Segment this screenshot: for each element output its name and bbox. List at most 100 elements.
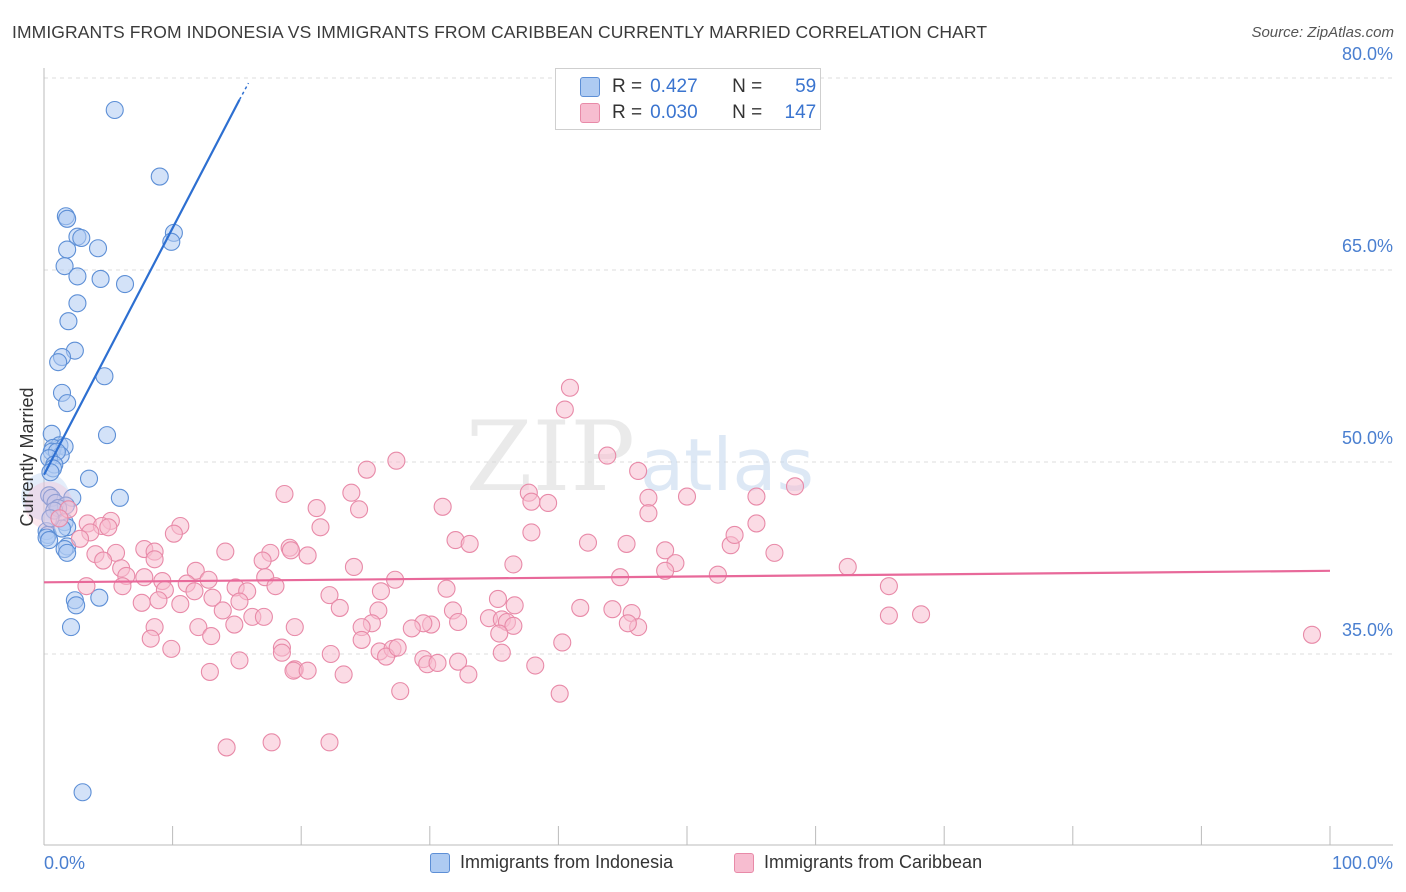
indonesia-point [58, 209, 77, 228]
indonesia-point [40, 531, 59, 550]
caribbean-point [298, 661, 317, 680]
caribbean-point [550, 684, 569, 703]
caribbean-point [141, 629, 160, 648]
legend-r-label: R = [612, 102, 643, 123]
indonesia-point [49, 353, 68, 372]
y-tick-label: 35.0% [1342, 620, 1393, 640]
indonesia-point [55, 257, 74, 276]
legend-r-label: R = [612, 76, 643, 97]
caribbean-point [639, 504, 658, 523]
caribbean-point [725, 525, 744, 545]
indonesia-point [91, 269, 110, 289]
caribbean-point [311, 518, 330, 537]
source-label: Source: ZipAtlas.com [1251, 24, 1394, 41]
caribbean-point [490, 624, 509, 643]
caribbean-point [217, 738, 236, 757]
legend-swatch-caribbean [580, 103, 600, 123]
caribbean-point [230, 651, 249, 670]
caribbean-point [629, 461, 648, 481]
caribbean-point [266, 577, 285, 596]
caribbean-point [747, 487, 766, 506]
caribbean-point [350, 500, 369, 519]
indonesia-trend-extension [238, 82, 250, 101]
x-tick-label: 100.0% [1332, 853, 1393, 873]
caribbean-point [677, 487, 697, 506]
y-tick-label: 50.0% [1342, 428, 1393, 448]
caribbean-point [371, 582, 390, 601]
indonesia-point [72, 228, 91, 248]
indonesia-point [59, 312, 78, 331]
caribbean-point [708, 565, 727, 584]
indonesia-point [68, 267, 87, 286]
caribbean-point [879, 606, 898, 625]
indonesia-point [150, 167, 169, 186]
caribbean-point [230, 592, 249, 611]
caribbean-point [459, 665, 478, 684]
bottom-legend-swatch-indonesia [430, 852, 450, 873]
caribbean-point [560, 378, 580, 397]
caribbean-point [352, 630, 371, 649]
caribbean-point [342, 483, 361, 502]
caribbean-point [879, 577, 898, 596]
caribbean-point [70, 529, 90, 548]
caribbean-point [571, 598, 590, 617]
indonesia-point [73, 783, 92, 802]
indonesia-point [58, 543, 77, 562]
caribbean-point [50, 509, 69, 528]
indonesia-trend-line [43, 99, 241, 476]
bottom-legend-indonesia: Immigrants from Indonesia [430, 852, 673, 873]
caribbean-point [203, 588, 222, 607]
caribbean-point [553, 633, 572, 652]
caribbean-point [307, 499, 326, 518]
caribbean-point [298, 546, 317, 565]
caribbean-trend-line [43, 569, 1331, 584]
caribbean-point [437, 579, 456, 598]
legend-row-indonesia: R = 0.427 N = 59 [580, 76, 816, 98]
legend-box: R = 0.427 N = 59 R = 0.030 N = 147 [555, 68, 821, 130]
indonesia-point [88, 239, 108, 258]
caribbean-point [213, 601, 232, 620]
chart-title: IMMIGRANTS FROM INDONESIA VS IMMIGRANTS … [12, 22, 988, 42]
caribbean-point [253, 551, 272, 570]
legend-n-label: N = [732, 102, 763, 123]
indonesia-point [58, 394, 77, 413]
caribbean-point [216, 542, 235, 561]
caribbean-point [838, 557, 857, 577]
indonesia-point [115, 275, 135, 294]
y-tick-label: 65.0% [1342, 236, 1393, 256]
caribbean-point [262, 733, 281, 752]
caribbean-point [504, 555, 523, 574]
caribbean-point [330, 598, 349, 617]
caribbean-point [656, 541, 675, 560]
caribbean-point [639, 488, 658, 507]
caribbean-point [320, 733, 339, 752]
bottom-legend-caribbean: Immigrants from Caribbean [734, 852, 982, 873]
y-axis-label: Currently Married [17, 387, 37, 526]
bottom-legend-swatch-caribbean [734, 852, 754, 873]
legend-r-value: 0.030 [650, 102, 698, 123]
caribbean-point [132, 593, 151, 612]
indonesia-point [110, 488, 129, 507]
legend-row-caribbean: R = 0.030 N = 147 [580, 102, 816, 124]
bottom-legend-label-caribbean: Immigrants from Caribbean [764, 852, 983, 872]
caribbean-point [272, 643, 291, 662]
caribbean-point [1302, 625, 1322, 644]
caribbean-point [285, 618, 304, 637]
caribbean-point [526, 656, 545, 675]
caribbean-point [275, 484, 294, 504]
indonesia-point [58, 240, 77, 259]
caribbean-point [603, 600, 622, 619]
caribbean-point [555, 400, 574, 419]
caribbean-point [618, 614, 637, 633]
caribbean-point [387, 451, 406, 470]
legend-r-value: 0.427 [650, 76, 698, 97]
caribbean-point [747, 514, 766, 533]
caribbean-point [189, 618, 208, 637]
caribbean-point [617, 534, 636, 553]
caribbean-point [321, 644, 340, 664]
indonesia-point [61, 618, 81, 637]
caribbean-point [402, 619, 421, 638]
caribbean-point [539, 493, 558, 513]
caribbean-point [391, 682, 410, 701]
caribbean-point [254, 607, 273, 626]
